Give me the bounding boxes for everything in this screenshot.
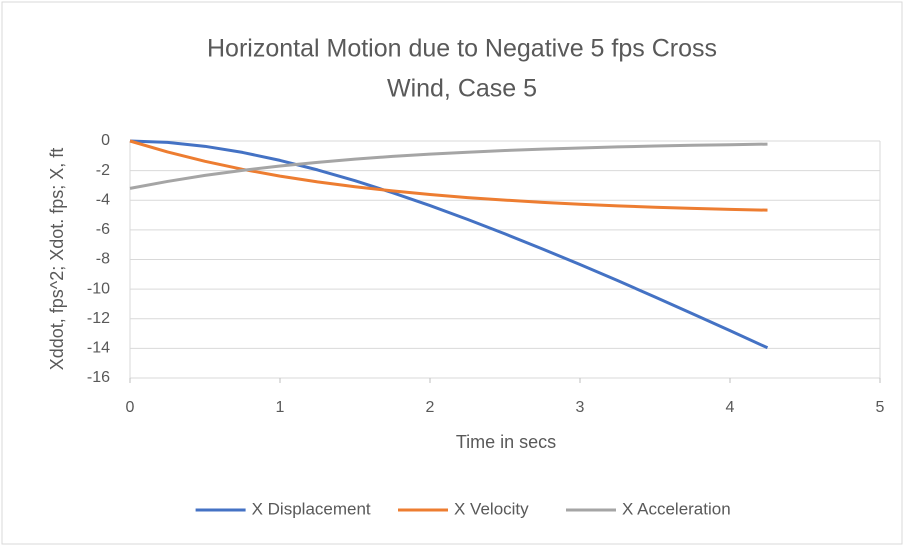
chart-title: Wind, Case 5 [387, 75, 537, 103]
y-tick-label: -6 [96, 221, 110, 238]
legend-label: X Velocity [454, 499, 529, 518]
y-tick-label: -14 [87, 340, 110, 357]
series-line [129, 139, 769, 350]
y-tick-label: -2 [96, 162, 110, 179]
x-tick-label: 4 [726, 399, 735, 416]
y-tick-label: -10 [87, 280, 110, 297]
chart-title: Horizontal Motion due to Negative 5 fps … [207, 35, 717, 63]
y-tick-label: -12 [87, 310, 110, 327]
legend-label: X Acceleration [622, 499, 731, 518]
x-tick-label: 2 [426, 399, 435, 416]
y-axis-label: Xddot, fps^2; Xdot. fps; X, ft [47, 148, 67, 371]
x-tick-label: 5 [876, 399, 885, 416]
y-tick-label: 0 [101, 132, 110, 149]
legend-label: X Displacement [252, 499, 371, 518]
x-tick-label: 1 [276, 399, 285, 416]
y-tick-label: -4 [96, 191, 110, 208]
series-line [129, 139, 768, 212]
y-tick-label: -8 [96, 251, 110, 268]
x-tick-label: 3 [576, 399, 585, 416]
x-tick-label: 0 [126, 399, 135, 416]
series-line [129, 142, 768, 190]
x-axis-label: Time in secs [456, 432, 556, 452]
y-tick-label: -16 [87, 369, 110, 386]
